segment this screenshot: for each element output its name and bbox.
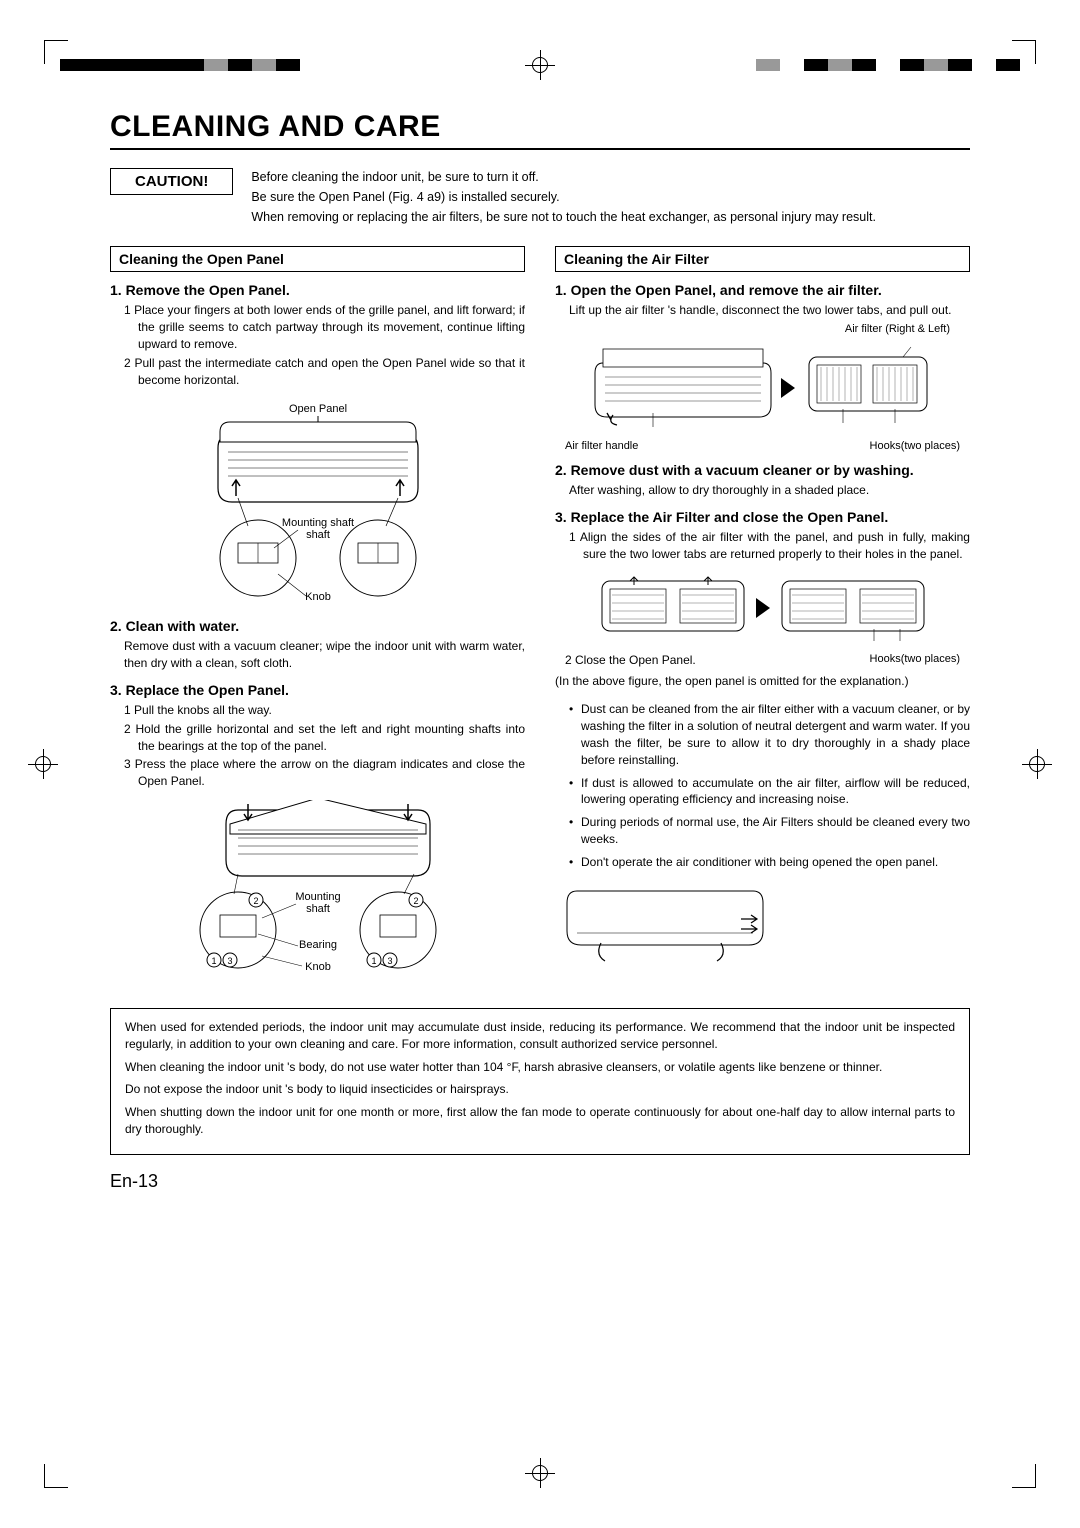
step-title: 3. Replace the Air Filter and close the … — [555, 509, 970, 525]
replace-filter-diagram-a — [598, 573, 748, 643]
bottom-notice-box: When used for extended periods, the indo… — [110, 1008, 970, 1155]
bullet-item: Dust can be cleaned from the air filter … — [569, 701, 970, 768]
step-list: Place your fingers at both lower ends of… — [110, 302, 525, 388]
notice-line: When shutting down the indoor unit for o… — [125, 1104, 955, 1138]
caution-line: Before cleaning the indoor unit, be sure… — [251, 168, 876, 186]
open-panel-diagram: Open Panel — [188, 398, 448, 608]
svg-text:Mounting shaft: Mounting shaft — [281, 517, 353, 529]
filter-remove-diagram — [593, 345, 773, 430]
diagram-captions: 2 Close the Open Panel. Hooks(two places… — [555, 653, 970, 667]
page-title: CLEANING AND CARE — [110, 110, 970, 150]
diagram-label: Air filter (Right & Left) — [555, 323, 970, 335]
bullet-item: Don't operate the air conditioner with b… — [569, 854, 970, 871]
list-item: Press the place where the arrow on the d… — [124, 756, 525, 790]
diagram-label: Air filter handle — [565, 440, 638, 452]
closed-unit-diagram — [565, 885, 765, 965]
section-header: Cleaning the Open Panel — [110, 246, 525, 272]
caution-line: Be sure the Open Panel (Fig. 4 a9) is in… — [251, 188, 876, 206]
step-title: 2. Clean with water. — [110, 618, 525, 634]
svg-text:1: 1 — [371, 956, 376, 966]
replace-filter-diagram-b — [778, 573, 928, 643]
svg-text:3: 3 — [227, 956, 232, 966]
replace-panel-diagram: 1 3 2 1 3 2 Mounting shaft Bearing Knob — [178, 800, 458, 980]
list-item: Hold the grille horizontal and set the l… — [124, 721, 525, 755]
arrow-icon — [756, 598, 770, 618]
notice-line: When cleaning the indoor unit 's body, d… — [125, 1059, 955, 1076]
crop-corner — [44, 1464, 68, 1488]
step-list: Pull the knobs all the way. Hold the gri… — [110, 702, 525, 790]
step-title: 1. Remove the Open Panel. — [110, 282, 525, 298]
caution-block: CAUTION! Before cleaning the indoor unit… — [110, 168, 970, 228]
step-title: 3. Replace the Open Panel. — [110, 682, 525, 698]
list-item: Pull the knobs all the way. — [124, 702, 525, 719]
left-column: Cleaning the Open Panel 1. Remove the Op… — [110, 246, 525, 990]
svg-text:3: 3 — [387, 956, 392, 966]
replace-filter-diagram-row — [555, 573, 970, 643]
explain-text: (In the above figure, the open panel is … — [555, 673, 970, 690]
step-list: Align the sides of the air filter with t… — [555, 529, 970, 563]
notice-line: Do not expose the indoor unit 's body to… — [125, 1081, 955, 1098]
step-title: 1. Open the Open Panel, and remove the a… — [555, 282, 970, 298]
caution-text: Before cleaning the indoor unit, be sure… — [251, 168, 876, 228]
svg-text:2: 2 — [253, 896, 258, 906]
step-text: After washing, allow to dry thoroughly i… — [555, 482, 970, 499]
crop-corner — [1012, 1464, 1036, 1488]
registration-mark-left — [28, 749, 58, 779]
filter-hooks-diagram — [803, 345, 933, 430]
svg-text:Knob: Knob — [305, 961, 331, 973]
svg-text:shaft: shaft — [306, 529, 330, 541]
list-item: Pull past the intermediate catch and ope… — [124, 355, 525, 389]
diagram-label: Hooks(two places) — [870, 653, 960, 667]
bullet-item: During periods of normal use, the Air Fi… — [569, 814, 970, 848]
step-text: Remove dust with a vacuum cleaner; wipe … — [110, 638, 525, 672]
list-item: Align the sides of the air filter with t… — [569, 529, 970, 563]
svg-text:Open Panel: Open Panel — [288, 403, 346, 415]
page-content: CLEANING AND CARE CAUTION! Before cleani… — [60, 110, 1020, 1192]
svg-text:shaft: shaft — [306, 903, 330, 915]
caution-line: When removing or replacing the air filte… — [251, 208, 876, 226]
caution-label: CAUTION! — [110, 168, 233, 195]
step-title: 2. Remove dust with a vacuum cleaner or … — [555, 462, 970, 478]
diagram-label: Hooks(two places) — [870, 440, 960, 452]
registration-marks-top — [0, 50, 1080, 80]
svg-text:Knob: Knob — [305, 591, 331, 603]
svg-text:Mounting: Mounting — [295, 891, 340, 903]
filter-diagram-row — [555, 345, 970, 430]
info-bullets: Dust can be cleaned from the air filter … — [555, 701, 970, 870]
notice-line: When used for extended periods, the indo… — [125, 1019, 955, 1053]
step-text: Lift up the air filter 's handle, discon… — [555, 302, 970, 319]
registration-mark-bottom — [525, 1458, 555, 1488]
registration-mark-right — [1022, 749, 1052, 779]
right-column: Cleaning the Air Filter 1. Open the Open… — [555, 246, 970, 990]
list-item: Place your fingers at both lower ends of… — [124, 302, 525, 352]
close-panel-text: Close the Open Panel. — [575, 653, 696, 667]
page-number: En-13 — [110, 1171, 970, 1192]
bullet-item: If dust is allowed to accumulate on the … — [569, 775, 970, 809]
arrow-icon — [781, 378, 795, 398]
section-header: Cleaning the Air Filter — [555, 246, 970, 272]
svg-text:Bearing: Bearing — [299, 939, 337, 951]
svg-text:2: 2 — [413, 896, 418, 906]
diagram-captions: Air filter handle Hooks(two places) — [555, 440, 970, 452]
svg-text:1: 1 — [211, 956, 216, 966]
